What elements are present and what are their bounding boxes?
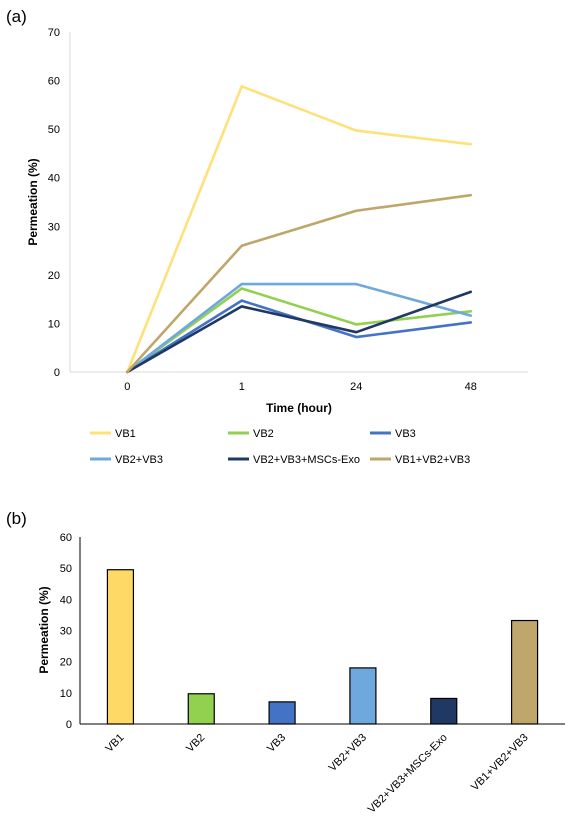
x-tick-label: VB2+VB3+MSCs-Exo xyxy=(366,732,450,816)
bar xyxy=(187,693,215,725)
y-axis-title: Permeation (%) xyxy=(26,158,40,245)
x-tick-label: 1 xyxy=(239,381,245,393)
x-tick-label: 48 xyxy=(465,381,477,393)
legend-label: VB1 xyxy=(115,428,136,440)
y-tick-label: 20 xyxy=(60,657,72,669)
x-tick-labels: 0 1 24 48 xyxy=(124,381,477,393)
y-tick-label: 30 xyxy=(60,626,72,638)
legend-label: VB2+VB3 xyxy=(115,454,163,466)
y-tick-label: 40 xyxy=(48,173,60,185)
y-tick-label: 10 xyxy=(48,318,60,330)
bar xyxy=(510,619,539,725)
y-tick-label: 60 xyxy=(60,532,72,544)
y-tick-label: 0 xyxy=(66,719,72,731)
series-line xyxy=(125,287,473,374)
legend-label: VB1+VB2+VB3 xyxy=(395,454,470,466)
x-tick-label: VB1 xyxy=(103,732,126,755)
x-tick-label: VB3 xyxy=(265,732,288,755)
series-line xyxy=(125,290,473,374)
y-tick-label: 0 xyxy=(54,367,60,379)
y-tick-label: 10 xyxy=(60,688,72,700)
y-axis-title: Permeation (%) xyxy=(37,586,51,673)
series-line xyxy=(125,193,473,374)
x-axis-title: Time (hour) xyxy=(266,401,332,415)
bar xyxy=(268,701,296,725)
bar xyxy=(106,569,135,725)
y-tick-label: 70 xyxy=(48,27,60,39)
y-tick-label: 50 xyxy=(48,124,60,136)
y-tick-label: 20 xyxy=(48,270,60,282)
y-tick-labels: 0 10 20 30 40 50 60 xyxy=(60,532,72,731)
panel-label-a: (a) xyxy=(6,7,27,26)
panel-label-b: (b) xyxy=(6,509,27,528)
x-tick-label: 24 xyxy=(350,381,362,393)
bars xyxy=(106,569,539,725)
bar xyxy=(349,667,377,725)
y-tick-label: 60 xyxy=(48,76,60,88)
legend-label: VB3 xyxy=(395,428,416,440)
bar-chart-panel: (b) 0 10 20 30 40 50 60 VB1 VB2 VB3 VB2+VB3VB2+VB… xyxy=(6,509,565,816)
bar xyxy=(430,697,458,725)
legend-label: VB2+VB3+MSCs-Exo xyxy=(253,454,360,466)
series-lines xyxy=(125,85,473,374)
y-tick-labels: 0 10 20 30 40 50 60 70 xyxy=(48,27,60,379)
y-tick-label: 50 xyxy=(60,563,72,575)
series-line xyxy=(125,282,473,374)
line-chart-panel: (a) 0 10 20 30 40 50 60 70 0 1 24 48 Time (hour) P… xyxy=(6,7,528,466)
x-tick-label: VB2 xyxy=(184,732,207,755)
series-line xyxy=(125,85,473,374)
x-tick-label: VB1+VB2+VB3 xyxy=(469,732,531,794)
x-tick-label: 0 xyxy=(124,381,130,393)
x-tick-label: VB2+VB3 xyxy=(327,732,369,774)
legend: VB1 VB2 VB3 VB2+VB3 VB2+VB3+MSCs-Exo VB1+VB2+… xyxy=(90,428,470,466)
y-tick-label: 30 xyxy=(48,221,60,233)
legend-label: VB2 xyxy=(253,428,274,440)
y-tick-label: 40 xyxy=(60,594,72,606)
